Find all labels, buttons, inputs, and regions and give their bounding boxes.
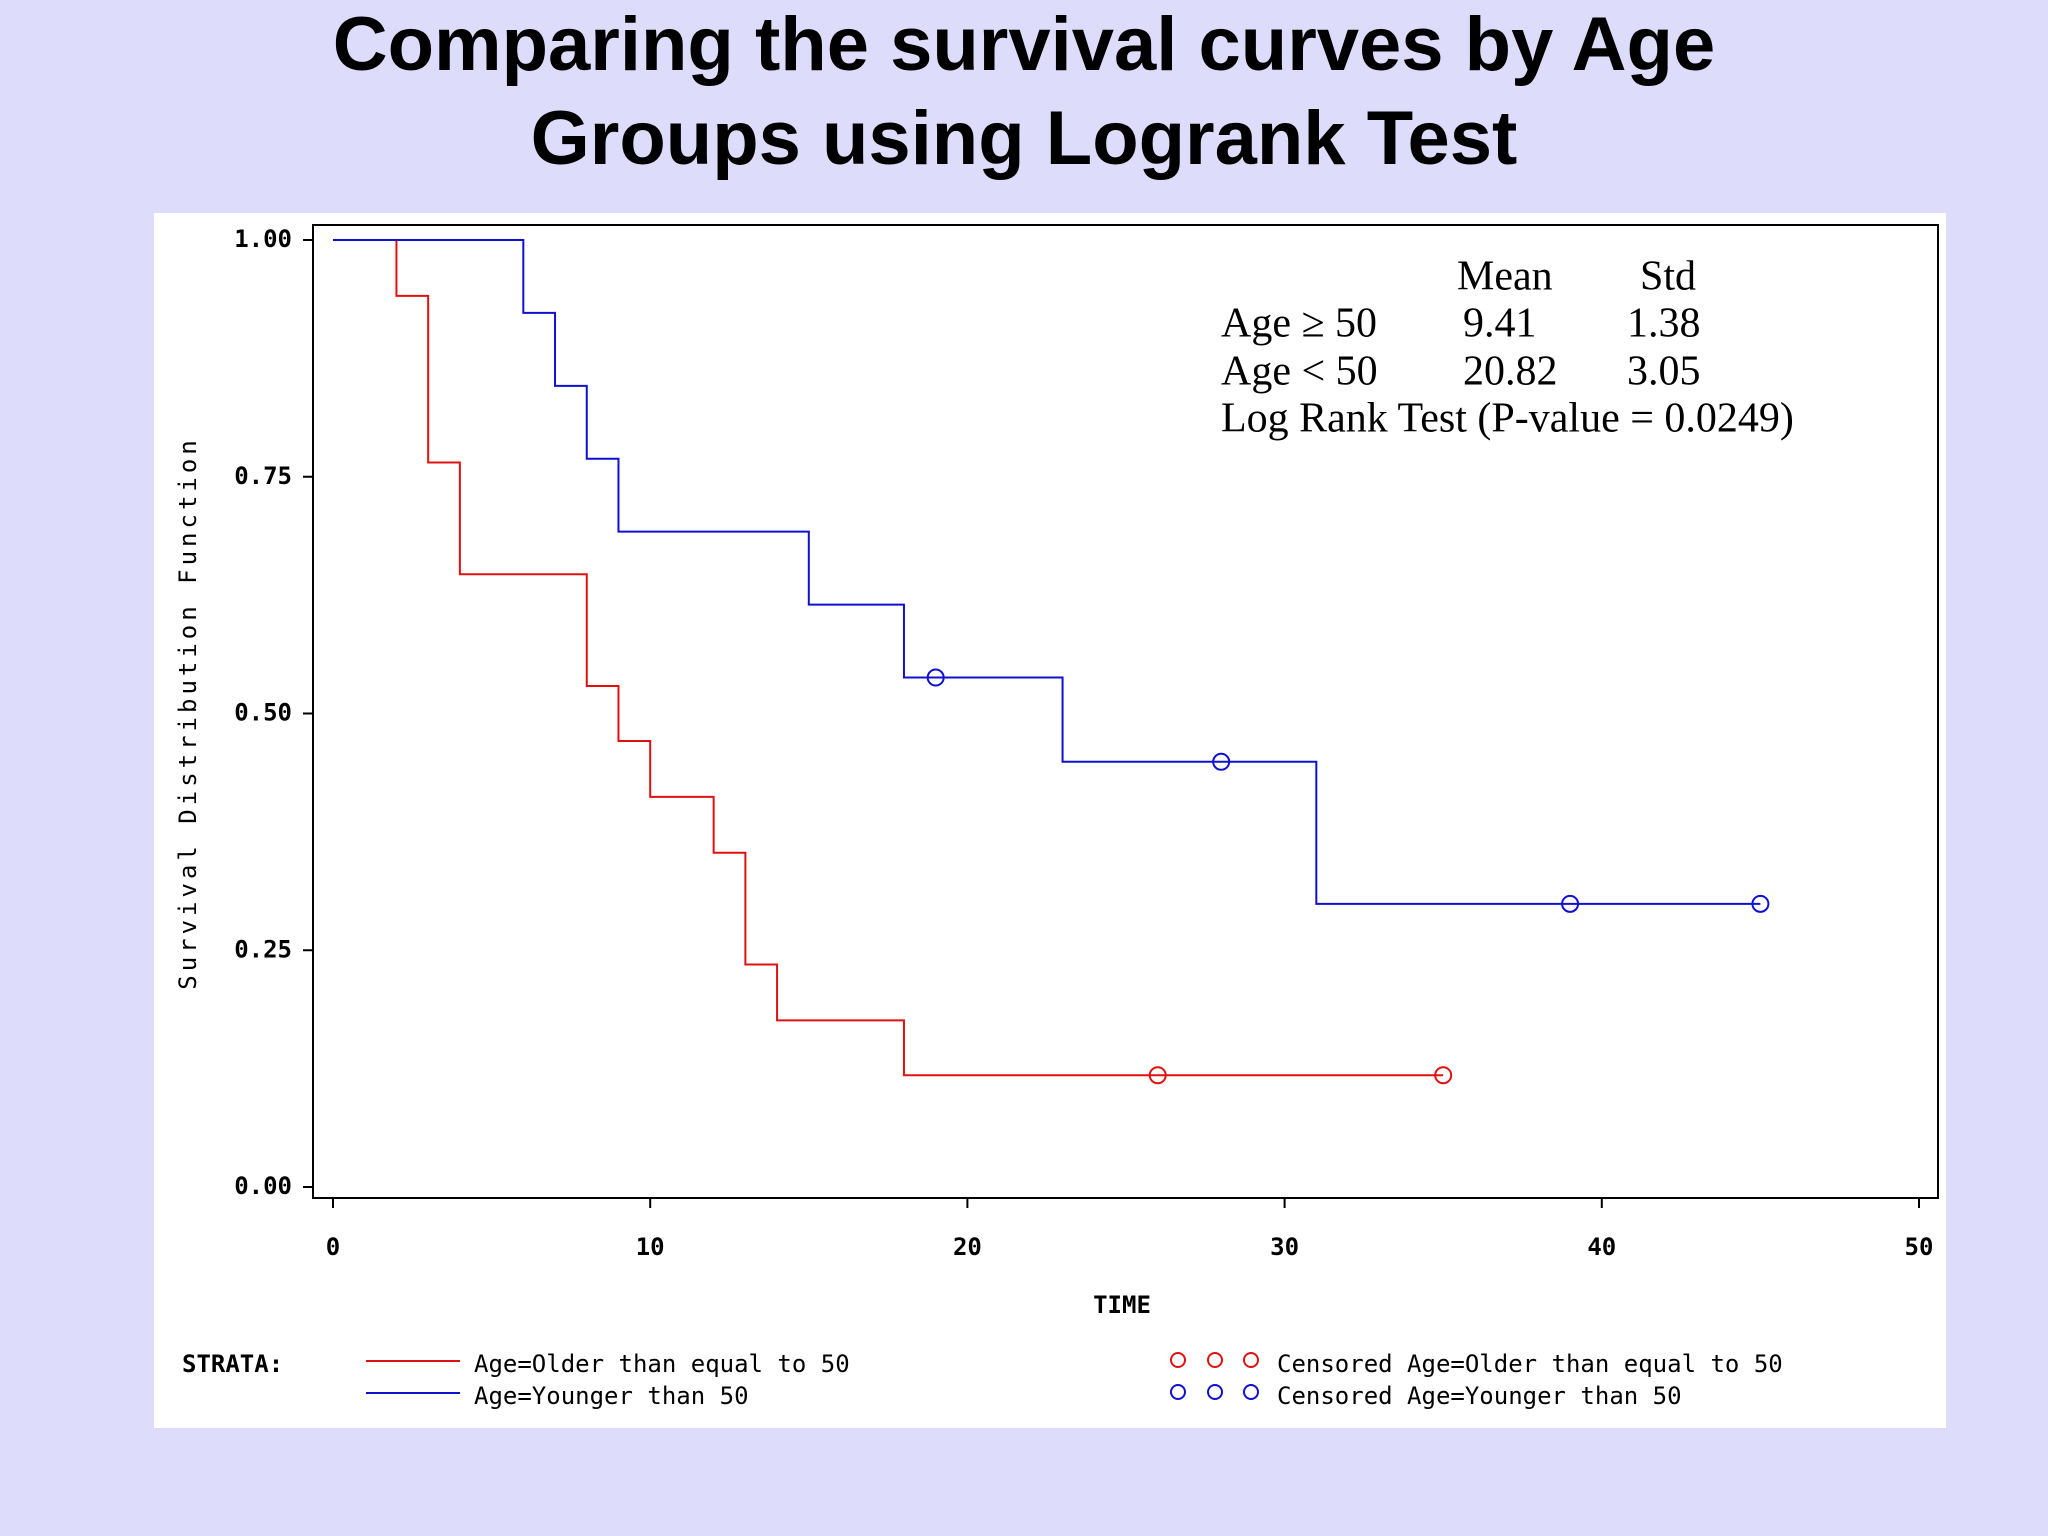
legend-censored-marker (1207, 1384, 1223, 1400)
annotation-cell: Age ≥ 50 (1221, 301, 1377, 347)
x-tick-label: 40 (1587, 1233, 1616, 1261)
x-tick-label: 20 (953, 1233, 982, 1261)
legend-label: Age=Younger than 50 (474, 1382, 749, 1410)
annotation-cell: Age < 50 (1221, 349, 1378, 395)
legend-label: Censored Age=Younger than 50 (1277, 1382, 1682, 1410)
censored-marker (926, 668, 945, 687)
y-tick-label: 0.25 (234, 935, 292, 963)
annotation-cell: 3.05 (1627, 349, 1701, 395)
annotation-cell: 20.82 (1463, 349, 1558, 395)
survival-curve (333, 239, 1761, 905)
censored-marker (1434, 1066, 1453, 1085)
legend-censored-marker (1170, 1352, 1186, 1368)
x-tick-label: 0 (326, 1233, 340, 1261)
censored-marker (1212, 752, 1231, 771)
slide-title: Groups using Logrank Test (531, 96, 1518, 181)
y-axis-label: Survival Distribution Function (174, 436, 202, 989)
survival-curve (333, 239, 1444, 1077)
censored-marker (1148, 1066, 1167, 1085)
legend-censored-marker (1170, 1384, 1186, 1400)
x-tick-label: 30 (1270, 1233, 1299, 1261)
x-axis-label: TIME (1093, 1291, 1151, 1319)
legend-censored-marker (1243, 1352, 1259, 1368)
annotation-cell: 9.41 (1463, 301, 1537, 347)
legend-label: Censored Age=Older than equal to 50 (1277, 1350, 1783, 1378)
annotation-header: Std (1640, 254, 1696, 300)
chart-panel (154, 213, 1946, 1428)
annotation-header: Mean (1457, 254, 1553, 300)
legend-label: Age=Older than equal to 50 (474, 1350, 850, 1378)
y-tick-label: 0.00 (234, 1172, 292, 1200)
legend-title: STRATA: (182, 1350, 283, 1378)
y-tick-label: 0.50 (234, 699, 292, 727)
x-tick-label: 50 (1905, 1233, 1934, 1261)
y-tick-label: 0.75 (234, 462, 292, 490)
slide-title: Comparing the survival curves by Age (333, 2, 1716, 87)
legend-censored-marker (1207, 1352, 1223, 1368)
legend-censored-marker (1243, 1384, 1259, 1400)
censored-marker (1751, 894, 1770, 913)
x-tick-label: 10 (636, 1233, 665, 1261)
annotation-footer: Log Rank Test (P-value = 0.0249) (1221, 396, 1794, 442)
y-tick-label: 1.00 (234, 225, 292, 253)
annotation-cell: 1.38 (1627, 301, 1701, 347)
censored-marker (1561, 894, 1580, 913)
